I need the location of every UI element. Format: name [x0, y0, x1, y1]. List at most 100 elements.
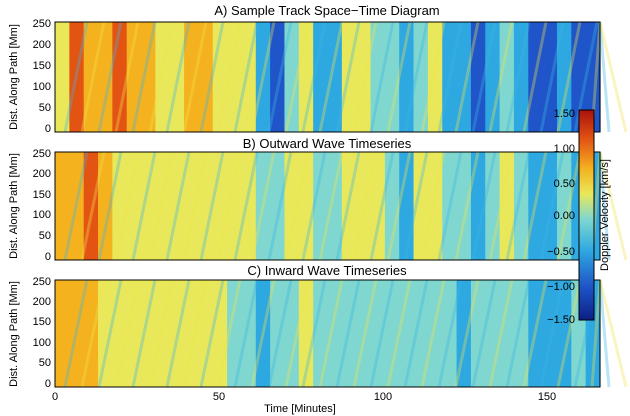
heatmap-cell	[513, 152, 529, 260]
panel-a-ylabel: Dist. Along Path [Mm]	[8, 24, 20, 130]
colorbar-tick-m1-50: −1.50	[547, 314, 575, 326]
heatmap-cell	[212, 22, 228, 132]
heatmap-cell	[241, 280, 257, 387]
panel-c-ytick-150: 150	[33, 316, 51, 328]
colorbar-label: Doppler Velocity [km/s]	[599, 159, 611, 271]
panel-c-ytick-250: 250	[33, 276, 51, 288]
colorbar-tick-m1-00: −1.00	[547, 281, 575, 293]
heatmap-cell	[370, 280, 386, 387]
heatmap-streak	[267, 151, 293, 261]
heatmap-streak	[148, 21, 174, 133]
heatmap-streak	[131, 151, 157, 261]
heatmap-cell	[284, 280, 300, 387]
heatmap-streak	[335, 151, 361, 261]
heatmap-cell	[427, 152, 443, 260]
panel-a-frame	[54, 21, 601, 133]
heatmap-streak	[114, 279, 140, 388]
heatmap-streak	[420, 151, 446, 261]
panel-b-ytick-100: 100	[33, 209, 51, 221]
heatmap-streak	[80, 279, 106, 388]
heatmap-cell	[55, 152, 70, 260]
colorbar-tick-m0-50: −0.50	[547, 246, 575, 258]
heatmap-cell	[270, 22, 286, 132]
panel-b-ytick-150: 150	[33, 189, 51, 201]
heatmap-streak	[114, 21, 140, 133]
heatmap-cell	[241, 152, 257, 260]
heatmap-cell	[298, 22, 314, 132]
heatmap-streak	[250, 151, 276, 261]
heatmap-streak	[165, 21, 191, 133]
heatmap-cell	[126, 280, 142, 387]
heatmap-cell	[384, 22, 400, 132]
heatmap-cell	[456, 280, 472, 387]
panel-c-ylabel: Dist. Along Path [Mm]	[8, 281, 20, 387]
heatmap-cell	[513, 22, 529, 132]
heatmap-cell	[556, 22, 572, 132]
heatmap-streak	[471, 21, 497, 133]
heatmap-cell	[155, 152, 171, 260]
heatmap-streak	[250, 279, 276, 388]
heatmap-cell	[126, 152, 142, 260]
panel-c-xlabel: Time [Minutes]	[264, 403, 336, 415]
heatmap-cell	[542, 152, 558, 260]
heatmap-cell	[427, 280, 443, 387]
heatmap-streak	[437, 151, 463, 261]
heatmap-cell	[141, 152, 156, 260]
heatmap-cell	[83, 22, 99, 132]
heatmap-streak	[301, 151, 327, 261]
heatmap-cell	[370, 152, 386, 260]
heatmap-cell	[212, 152, 228, 260]
heatmap-cell	[255, 280, 271, 387]
panel-a-ytick-0: 0	[45, 123, 51, 135]
heatmap-streak	[556, 151, 582, 261]
heatmap-cell	[485, 152, 501, 260]
panel-c-x-ticks: 0 50 100 150	[52, 391, 556, 403]
heatmap-cell	[499, 22, 515, 132]
heatmap-streak	[556, 279, 582, 388]
heatmap-streak	[420, 279, 446, 388]
panel-b-ytick-200: 200	[33, 168, 51, 180]
heatmap-streak	[539, 279, 565, 388]
heatmap-cell	[528, 280, 544, 387]
panel-c-ytick-0: 0	[45, 378, 51, 390]
heatmap-streak	[454, 151, 480, 261]
heatmap-streak	[386, 279, 412, 388]
heatmap-cell	[442, 280, 458, 387]
heatmap-streak	[216, 279, 242, 388]
heatmap-cell	[98, 22, 113, 132]
panel-c-title: C) Inward Wave Timeseries	[247, 263, 407, 278]
heatmap-cell	[370, 22, 386, 132]
panel-b-title: B) Outward Wave Timeseries	[243, 136, 412, 151]
heatmap-streak	[318, 151, 344, 261]
panel-c-ytick-100: 100	[33, 337, 51, 349]
panel-c-ytick-200: 200	[33, 296, 51, 308]
heatmap-cell	[542, 280, 558, 387]
heatmap-streak	[335, 21, 361, 133]
heatmap-streak	[199, 151, 225, 261]
panel-a: A) Sample Track Space−Time Diagram 0 50 …	[8, 3, 628, 135]
heatmap-cell	[384, 280, 400, 387]
panel-b-frame	[54, 151, 601, 261]
heatmap-cell	[169, 280, 185, 387]
heatmap-cell	[399, 22, 415, 132]
heatmap-streak	[97, 151, 123, 261]
heatmap-streak	[114, 151, 140, 261]
heatmap-cell	[499, 152, 515, 260]
heatmap-streak	[522, 151, 548, 261]
panel-a-ytick-50: 50	[39, 102, 51, 114]
colorbar-tick-1-00: 1.00	[554, 143, 575, 155]
heatmap-streak	[97, 21, 123, 133]
heatmap-cell	[270, 280, 286, 387]
heatmap-cell	[313, 22, 329, 132]
heatmap-streak	[301, 21, 327, 133]
heatmap-cell	[198, 22, 214, 132]
heatmap-streak	[454, 21, 480, 133]
heatmap-cell	[184, 280, 200, 387]
colorbar-tick-1-50: 1.50	[554, 108, 575, 120]
panel-b-ytick-0: 0	[45, 251, 51, 263]
panel-a-ytick-100: 100	[33, 81, 51, 93]
panel-c-frame	[54, 279, 601, 388]
heatmap-streak	[386, 21, 412, 133]
heatmap-streak	[539, 151, 565, 261]
